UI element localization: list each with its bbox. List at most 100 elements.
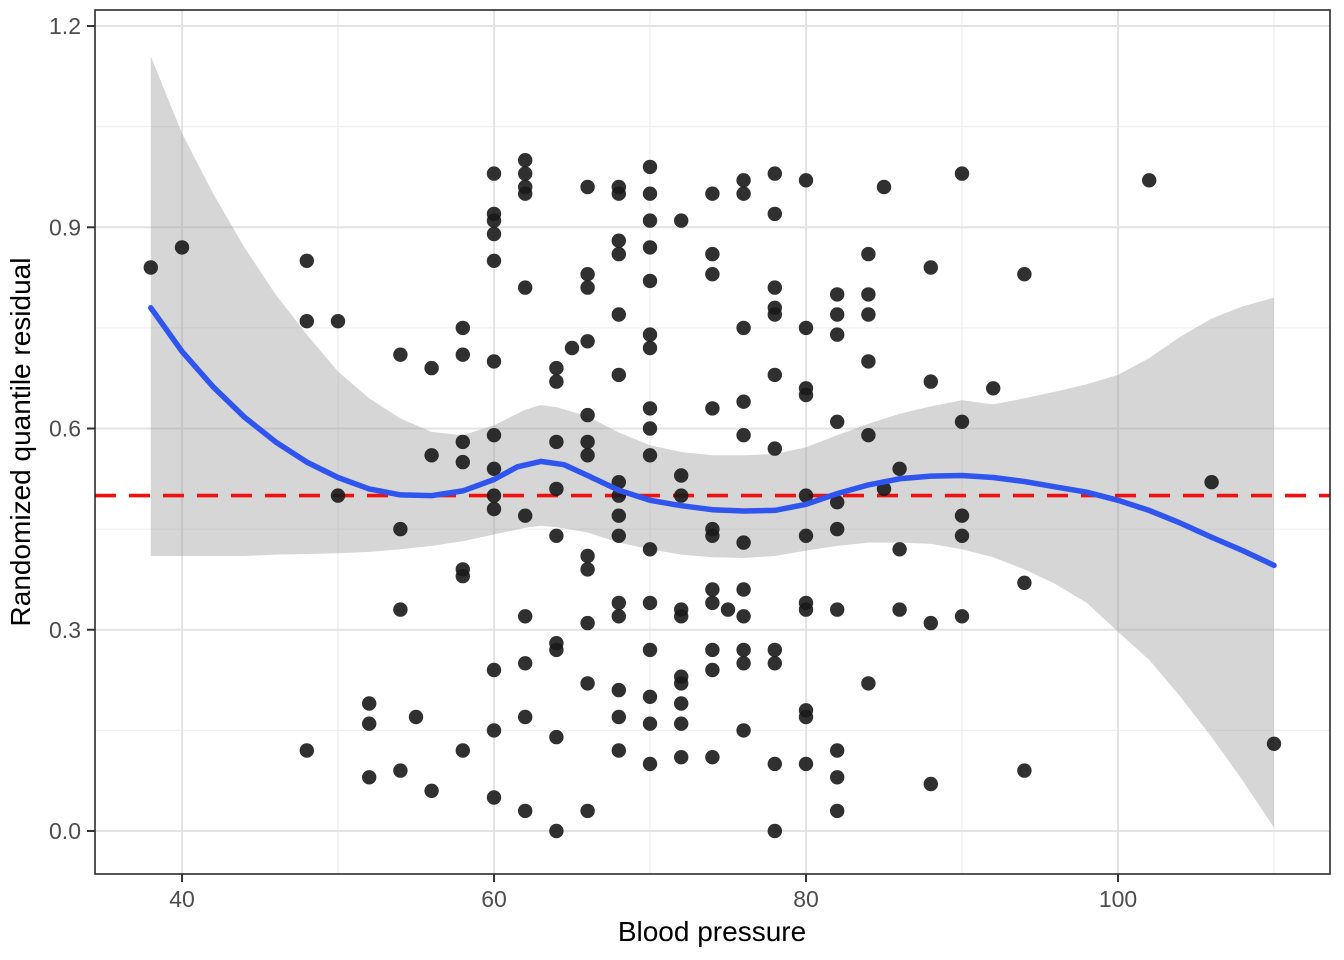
data-point bbox=[580, 615, 595, 631]
data-point bbox=[830, 803, 845, 819]
data-point bbox=[861, 354, 876, 369]
data-point bbox=[518, 609, 533, 624]
data-point bbox=[674, 696, 689, 711]
data-point bbox=[736, 186, 751, 201]
data-point bbox=[705, 401, 720, 416]
data-point bbox=[580, 676, 595, 691]
y-tick-label: 0.6 bbox=[49, 416, 81, 442]
data-point bbox=[518, 280, 533, 295]
data-point bbox=[767, 823, 782, 839]
data-point bbox=[876, 179, 892, 195]
data-point bbox=[393, 347, 408, 362]
data-point bbox=[518, 656, 533, 671]
data-point bbox=[549, 823, 564, 839]
data-point bbox=[486, 213, 502, 228]
data-point bbox=[736, 535, 751, 550]
data-point bbox=[767, 280, 782, 295]
data-point bbox=[549, 360, 564, 376]
data-point bbox=[549, 434, 564, 450]
data-point bbox=[455, 743, 470, 758]
data-point bbox=[798, 320, 814, 336]
data-point bbox=[798, 709, 814, 725]
y-tick-label: 0.3 bbox=[49, 617, 81, 643]
data-point bbox=[830, 414, 845, 429]
data-point bbox=[674, 468, 689, 483]
data-point bbox=[549, 642, 564, 658]
data-point bbox=[798, 528, 814, 543]
data-point bbox=[486, 253, 502, 268]
data-point bbox=[564, 340, 580, 356]
data-point bbox=[518, 186, 533, 201]
data-point bbox=[954, 528, 970, 543]
data-point bbox=[611, 508, 626, 523]
data-point bbox=[954, 508, 970, 523]
data-point bbox=[330, 314, 346, 329]
data-point bbox=[642, 186, 658, 201]
data-point bbox=[455, 568, 470, 584]
data-point bbox=[611, 307, 626, 322]
data-point bbox=[642, 327, 658, 342]
data-point bbox=[393, 763, 408, 778]
data-point bbox=[486, 723, 502, 738]
data-point bbox=[486, 226, 502, 242]
data-point bbox=[486, 662, 502, 678]
data-point bbox=[954, 414, 970, 429]
data-point bbox=[705, 750, 720, 765]
data-point bbox=[861, 676, 876, 691]
data-point bbox=[642, 159, 658, 175]
data-point bbox=[674, 213, 689, 228]
data-point bbox=[861, 307, 876, 322]
axis-ticks-layer: 40 60 80 100 0.0 0.3 0.6 0.9 1.2 bbox=[49, 13, 1137, 912]
data-point bbox=[611, 709, 626, 725]
data-point bbox=[767, 441, 782, 456]
confidence-ribbon bbox=[150, 56, 1274, 828]
data-point bbox=[642, 642, 658, 658]
data-point bbox=[580, 179, 595, 195]
data-point bbox=[767, 166, 782, 181]
data-point bbox=[580, 334, 595, 349]
data-point bbox=[642, 756, 658, 772]
data-point bbox=[954, 609, 970, 624]
data-point bbox=[798, 488, 814, 503]
x-tick-label: 40 bbox=[169, 886, 195, 912]
data-point bbox=[830, 307, 845, 322]
y-tick-label: 0.0 bbox=[49, 818, 81, 844]
data-point bbox=[736, 582, 751, 597]
data-point bbox=[798, 173, 814, 188]
data-point bbox=[1017, 763, 1032, 778]
data-point bbox=[767, 367, 782, 383]
data-point bbox=[767, 206, 782, 222]
x-axis-title: Blood pressure bbox=[618, 916, 806, 947]
data-point bbox=[611, 595, 626, 611]
data-point bbox=[174, 240, 190, 255]
x-tick-label: 100 bbox=[1099, 886, 1137, 912]
data-point bbox=[299, 743, 314, 758]
data-point bbox=[455, 434, 470, 450]
data-point bbox=[611, 743, 626, 758]
data-point bbox=[611, 367, 626, 383]
data-point bbox=[362, 716, 377, 731]
data-point bbox=[736, 609, 751, 624]
data-point bbox=[1266, 736, 1282, 751]
data-point bbox=[580, 267, 595, 282]
data-point bbox=[330, 488, 346, 503]
data-point bbox=[642, 542, 658, 557]
data-point bbox=[720, 602, 736, 617]
data-point bbox=[549, 729, 564, 745]
data-point bbox=[518, 166, 533, 181]
data-point bbox=[549, 374, 564, 389]
data-point bbox=[674, 750, 689, 765]
data-point bbox=[705, 595, 720, 611]
data-point bbox=[486, 354, 502, 369]
data-point bbox=[518, 508, 533, 523]
data-point bbox=[892, 461, 907, 476]
data-point bbox=[393, 602, 408, 617]
data-point bbox=[923, 260, 938, 275]
data-point bbox=[642, 689, 658, 704]
panel-border bbox=[94, 9, 1331, 875]
data-point bbox=[798, 387, 814, 403]
data-point bbox=[642, 240, 658, 255]
data-point bbox=[642, 421, 658, 436]
data-point bbox=[611, 682, 626, 698]
data-point bbox=[705, 528, 720, 543]
